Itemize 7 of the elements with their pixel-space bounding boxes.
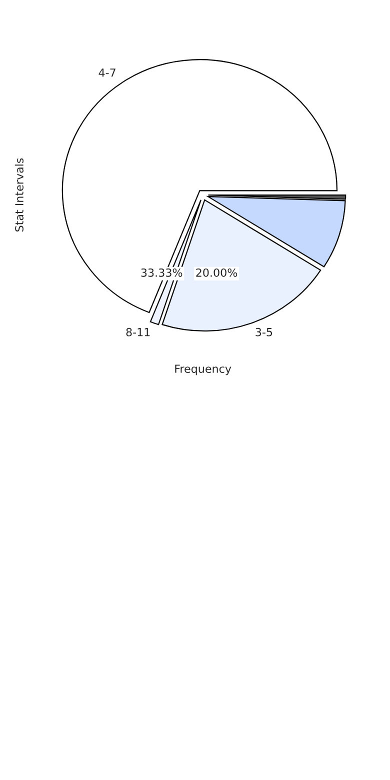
text: 20.00% [196, 268, 238, 277]
slice-label: 8-11 [126, 328, 150, 336]
text: 33.33% [141, 268, 182, 277]
text: Frequency [175, 364, 232, 376]
text: Stat Intervals [14, 158, 24, 232]
slice-label: 4-7 [98, 68, 116, 77]
slice-label: 3-5 [256, 328, 272, 336]
